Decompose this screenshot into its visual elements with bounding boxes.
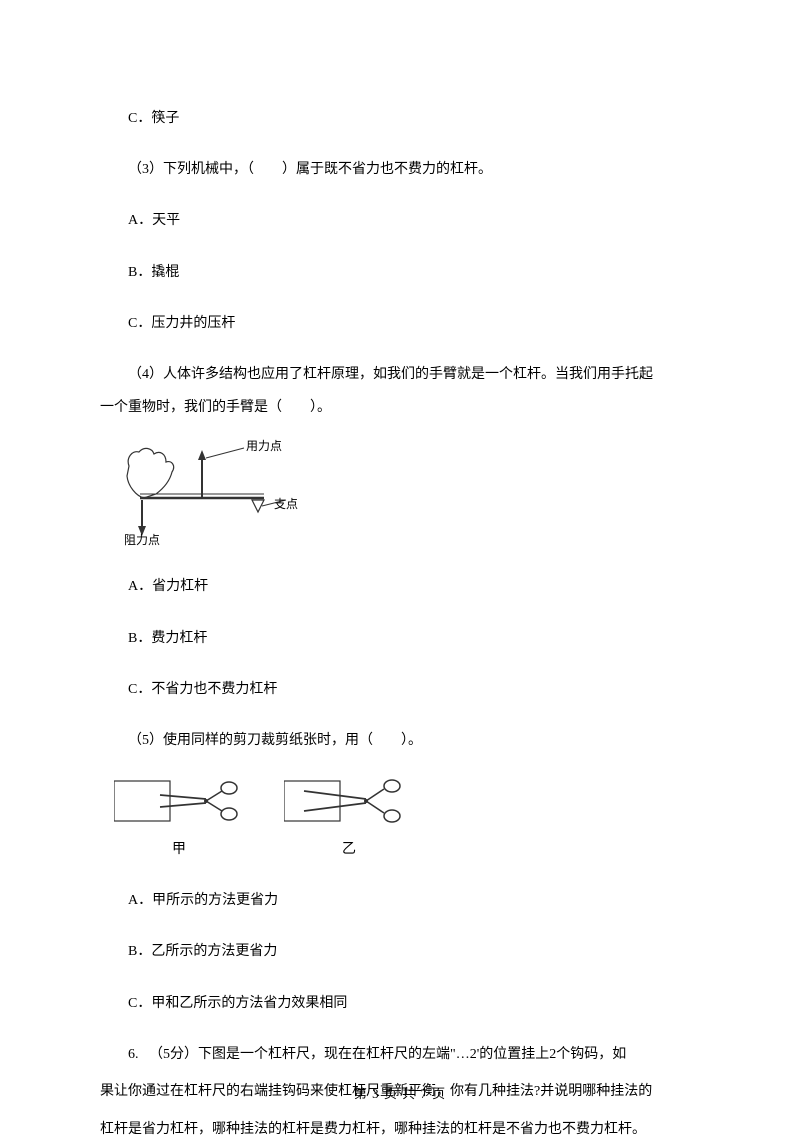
- fulcrum-label: 支点: [274, 497, 298, 511]
- option-text: A．省力杠杆: [100, 574, 700, 599]
- question-stem: 6. （5分）下图是一个杠杆尺，现在在杠杆尺的左端"…2'的位置挂上2个钩码，如: [100, 1042, 700, 1067]
- option-text: B．乙所示的方法更省力: [100, 939, 700, 964]
- option-text: C．不省力也不费力杠杆: [100, 677, 700, 702]
- option-text: A．甲所示的方法更省力: [100, 888, 700, 913]
- option-text: C．筷子: [100, 106, 700, 131]
- document-body: C．筷子 （3）下列机械中，（ ）属于既不省力也不费力的杠杆。 A．天平 B．撬…: [100, 106, 700, 1146]
- option-text: A．天平: [100, 208, 700, 233]
- question-stem-cont: 杠杆是省力杠杆，哪种挂法的杠杆是费力杠杆，哪种挂法的杠杆是不省力也不费力杠杆。: [100, 1113, 700, 1146]
- question-stem-cont: 一个重物时，我们的手臂是（ ）。: [100, 395, 700, 420]
- option-text: B．费力杠杆: [100, 626, 700, 651]
- page-footer: 第 3 页 共 7 页: [0, 1083, 800, 1102]
- label-yi: 乙: [342, 837, 356, 862]
- option-text: C．甲和乙所示的方法省力效果相同: [100, 991, 700, 1016]
- scissors-jia: 甲: [114, 771, 244, 862]
- effort-label: 用力点: [246, 439, 282, 453]
- question-stem: （4）人体许多结构也应用了杠杆原理，如我们的手臂就是一个杠杆。当我们用手托起: [100, 362, 700, 387]
- arm-lever-diagram: 用力点 支点 阻力点: [114, 438, 700, 548]
- option-text: C．压力井的压杆: [100, 311, 700, 336]
- option-text: B．撬棍: [100, 260, 700, 285]
- label-jia: 甲: [172, 837, 186, 862]
- scissors-yi: 乙: [284, 771, 414, 862]
- question-stem: （3）下列机械中，（ ）属于既不省力也不费力的杠杆。: [100, 157, 700, 182]
- question-stem: （5）使用同样的剪刀裁剪纸张时，用（ ）。: [100, 728, 700, 753]
- load-label: 阻力点: [124, 533, 160, 547]
- scissors-diagram: 甲 乙: [114, 771, 700, 862]
